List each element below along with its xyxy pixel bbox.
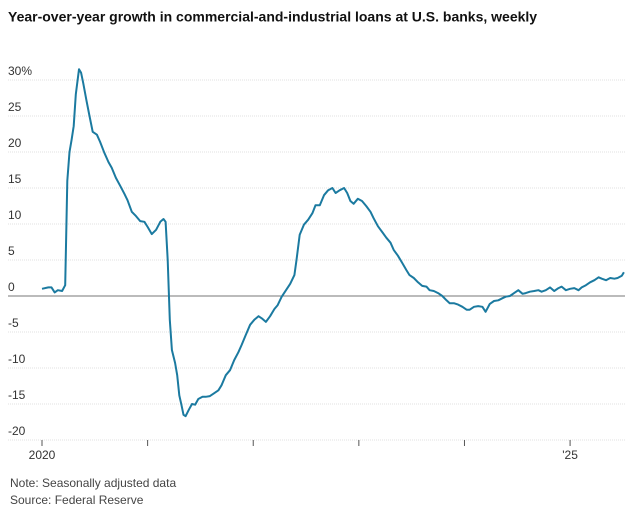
source: Source: Federal Reserve — [10, 493, 144, 507]
y-tick-label: -20 — [8, 424, 26, 438]
chart-title: Year-over-year growth in commercial-and-… — [8, 9, 537, 25]
y-tick-label: 15 — [8, 172, 22, 186]
x-tick-label: '25 — [562, 448, 578, 462]
y-tick-label: 10 — [8, 208, 22, 222]
y-tick-label: 20 — [8, 136, 22, 150]
y-tick-label: -5 — [8, 316, 19, 330]
data-line — [41, 68, 625, 418]
y-tick-label: 30% — [8, 64, 32, 78]
y-tick-label: 25 — [8, 100, 22, 114]
x-tick-label: 2020 — [29, 448, 56, 462]
y-tick-label: 5 — [8, 244, 15, 258]
y-tick-label: 0 — [8, 280, 15, 294]
note: Note: Seasonally adjusted data — [10, 476, 176, 490]
y-tick-label: -15 — [8, 388, 26, 402]
y-tick-label: -10 — [8, 352, 26, 366]
